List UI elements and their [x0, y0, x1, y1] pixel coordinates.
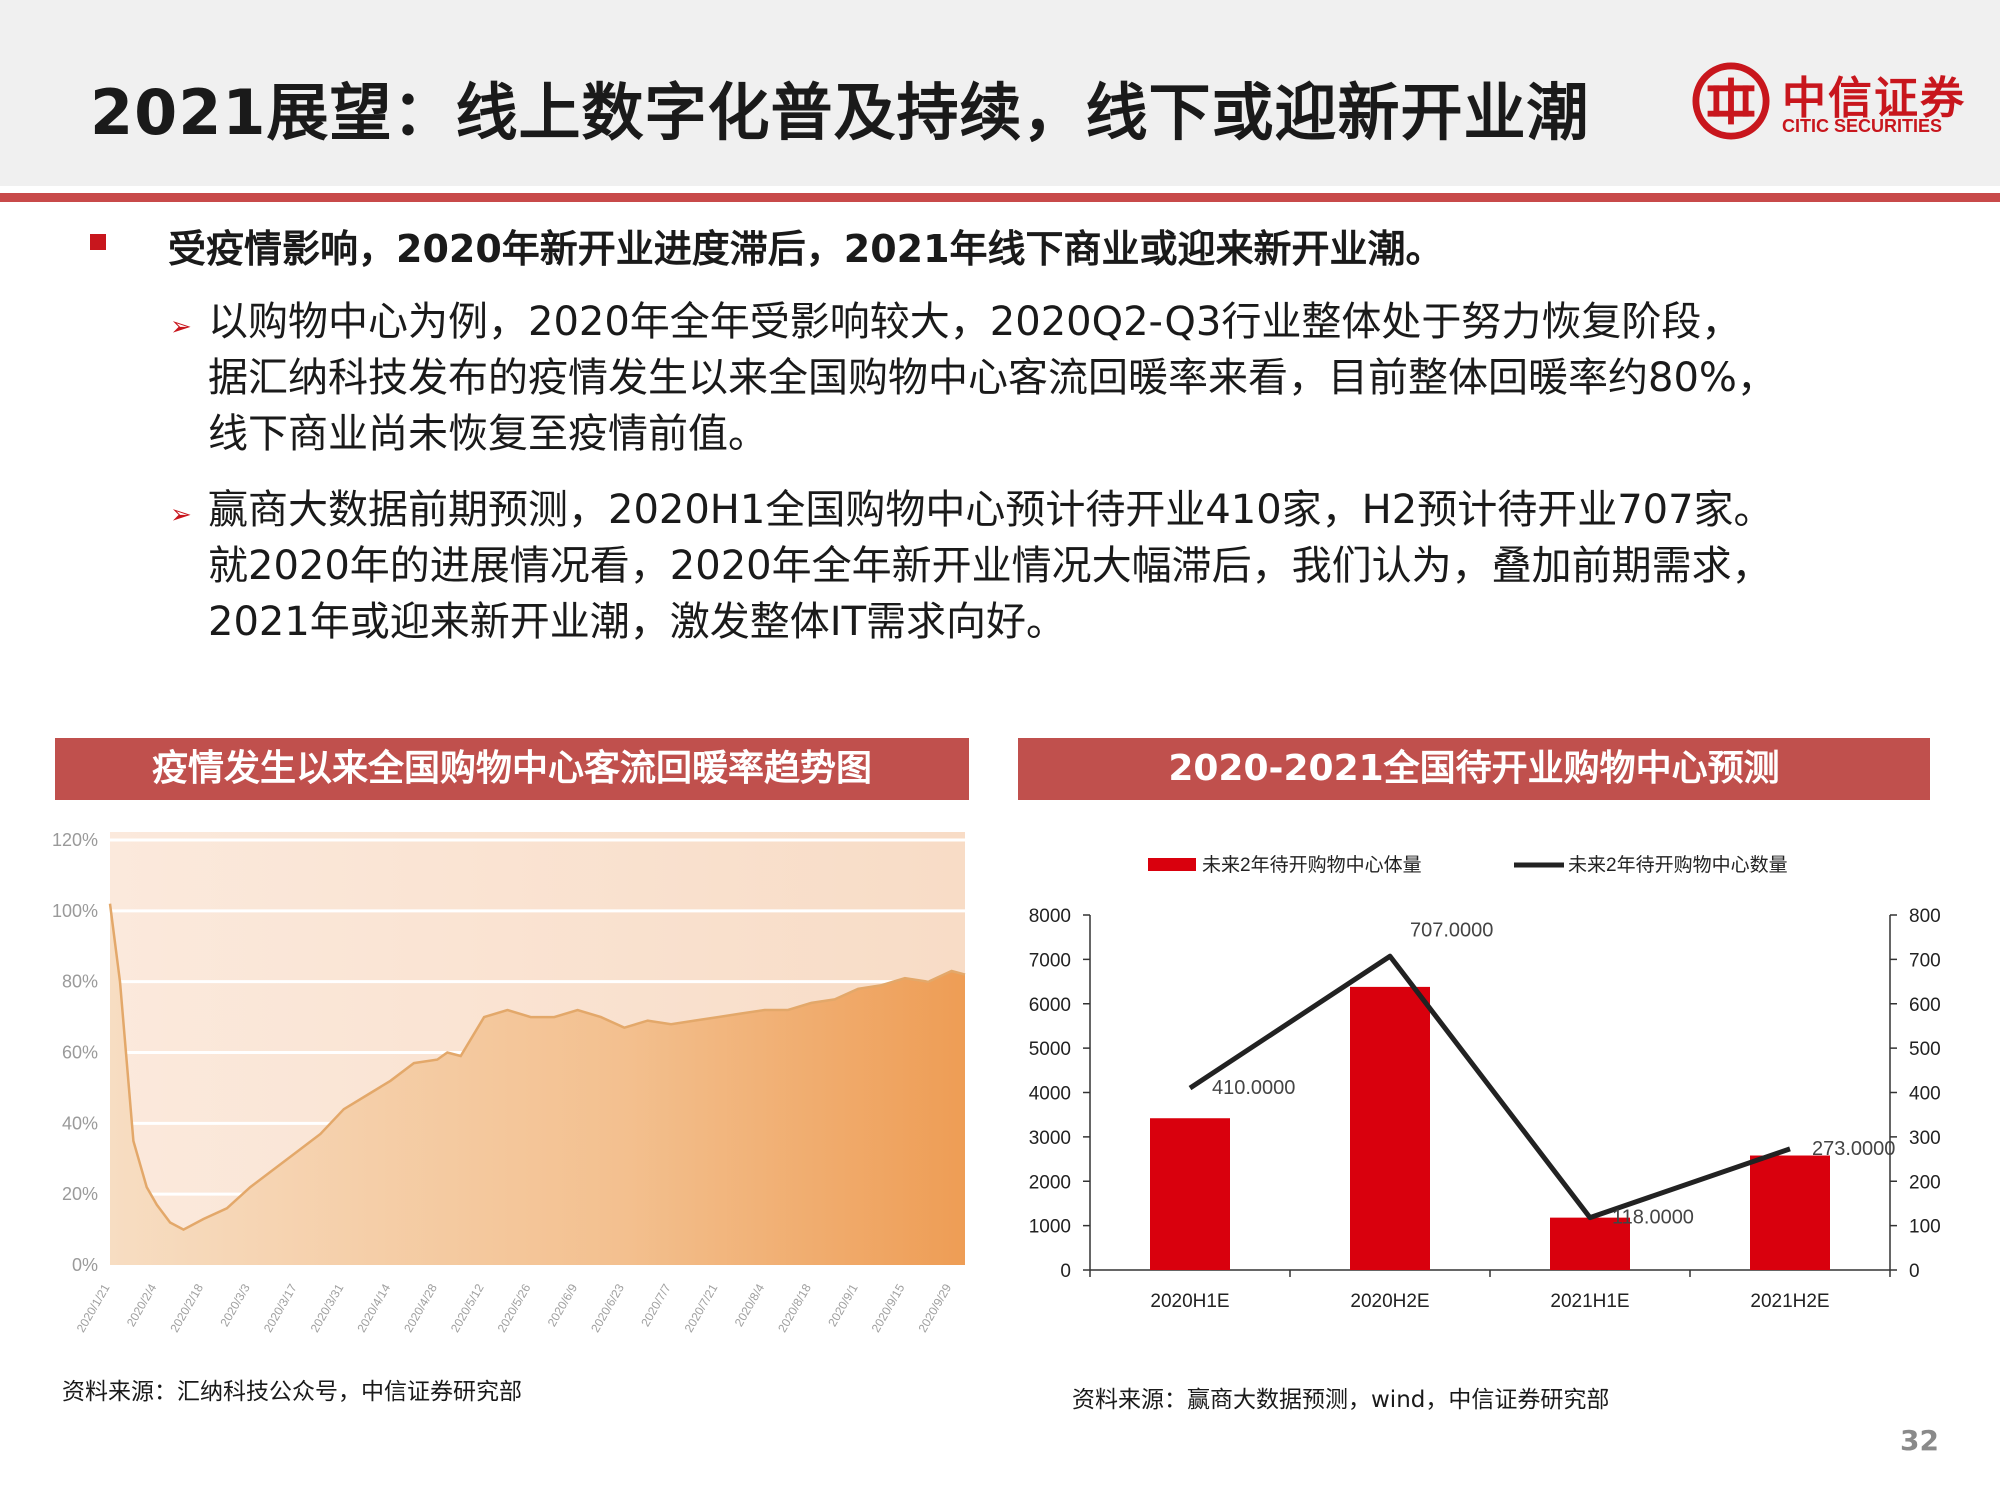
legend-bar-label: 未来2年待开购物中心体量 [1202, 854, 1422, 876]
y-left-tick-label: 0 [1060, 1261, 1071, 1282]
sub-bullet-2: 赢商大数据前期预测，2020H1全国购物中心预计待开业410家，H2预计待开业7… [208, 482, 1948, 650]
x-category-label: 2021H2E [1750, 1291, 1829, 1312]
count-line [1188, 953, 1791, 1221]
left-panel-title: 疫情发生以来全国购物中心客流回暖率趋势图 [55, 738, 969, 800]
square-bullet-icon [90, 234, 106, 250]
sub-bullet-1: 以购物中心为例，2020年全年受影响较大，2020Q2-Q3行业整体处于努力恢复… [208, 294, 1948, 462]
x-tick-label: 2020/4/14 [354, 1281, 393, 1335]
page-title: 2021展望：线上数字化普及持续，线下或迎新开业潮 [90, 76, 1590, 149]
x-tick-label: 2020/6/23 [588, 1281, 627, 1335]
x-tick-label: 2020/8/18 [775, 1281, 814, 1335]
x-tick-label: 2020/3/3 [217, 1281, 253, 1329]
x-tick-label: 2020/7/7 [638, 1281, 674, 1329]
sub-bullet-1-line-3: 线下商业尚未恢复至疫情前值。 [208, 411, 768, 457]
citic-logo-icon [1692, 62, 1770, 140]
legend-line-label: 未来2年待开购物中心数量 [1568, 854, 1788, 876]
sub-bullet-1-line-1: 以购物中心为例，2020年全年受影响较大，2020Q2-Q3行业整体处于努力恢复… [208, 299, 1742, 345]
sub-bullet-2-line-2: 就2020年的进展情况看，2020年全年新开业情况大幅滞后，我们认为，叠加前期需… [208, 543, 1772, 589]
y-left-tick-label: 7000 [1029, 950, 1071, 971]
data-label: 118.0000 [1612, 1207, 1694, 1229]
legend-bar-swatch [1148, 858, 1196, 871]
x-tick-label: 2020/9/15 [869, 1281, 908, 1335]
y-tick-label: 40% [62, 1113, 98, 1133]
y-right-tick-label: 200 [1909, 1172, 1941, 1193]
brand-logo: 中信证券 CITIC SECURITIES [1692, 58, 1964, 148]
y-left-tick-label: 8000 [1029, 906, 1071, 927]
y-right-tick-label: 700 [1909, 950, 1941, 971]
y-right-tick-label: 100 [1909, 1217, 1941, 1238]
left-source-note: 资料来源：汇纳科技公众号，中信证券研究部 [62, 1379, 522, 1405]
sub-bullet-1-line-2: 据汇纳科技发布的疫情发生以来全国购物中心客流回暖率来看，目前整体回暖率约80%， [208, 355, 1777, 401]
header-divider [0, 193, 2000, 202]
bar-2021H2E [1750, 1155, 1830, 1270]
arrow-bullet-icon: ➢ [170, 312, 192, 342]
sub-bullet-2-line-1: 赢商大数据前期预测，2020H1全国购物中心预计待开业410家，H2预计待开业7… [208, 487, 1774, 533]
y-right-tick-label: 800 [1909, 906, 1941, 927]
x-tick-label: 2020/7/21 [682, 1281, 721, 1335]
y-tick-label: 100% [52, 901, 98, 921]
y-left-tick-label: 3000 [1029, 1128, 1071, 1149]
y-right-tick-label: 500 [1909, 1039, 1941, 1060]
page-number: 32 [1900, 1424, 1939, 1457]
x-tick-label: 2020/2/4 [124, 1281, 160, 1329]
y-right-tick-label: 400 [1909, 1084, 1941, 1105]
x-tick-label: 2020/1/21 [74, 1281, 113, 1335]
lead-statement: 受疫情影响，2020年新开业进度滞后，2021年线下商业或迎来新开业潮。 [168, 227, 1444, 271]
x-tick-label: 2020/5/26 [495, 1281, 534, 1335]
x-tick-label: 2020/6/9 [545, 1281, 581, 1329]
footfall-recovery-area-chart: 0%20%40%60%80%100%120%2020/1/21 2020/2/4 2… [52, 830, 966, 1335]
y-left-tick-label: 6000 [1029, 995, 1071, 1016]
logo-chinese-name: 中信证券 [1782, 73, 1966, 124]
x-tick-label: 2020/5/12 [448, 1281, 487, 1335]
header-band [0, 0, 2000, 186]
bar-2020H1E [1150, 1118, 1230, 1270]
y-tick-label: 120% [52, 830, 98, 850]
arrow-bullet-icon: ➢ [170, 500, 192, 530]
x-tick-label: 2020/3/31 [308, 1281, 347, 1335]
recovery-line [108, 903, 966, 1232]
data-label: 410.0000 [1212, 1077, 1295, 1099]
x-tick-label: 2020/3/17 [261, 1281, 300, 1335]
y-right-tick-label: 300 [1909, 1128, 1941, 1149]
x-category-label: 2020H1E [1150, 1291, 1229, 1312]
y-tick-label: 60% [62, 1043, 98, 1063]
x-category-label: 2020H2E [1350, 1291, 1429, 1312]
recovery-area [110, 903, 965, 1265]
data-label: 273.0000 [1812, 1138, 1895, 1160]
bar-2020H2E [1350, 986, 1430, 1270]
y-tick-label: 0% [72, 1255, 98, 1275]
x-tick-label: 2020/2/18 [167, 1281, 206, 1335]
x-category-label: 2021H1E [1550, 1291, 1629, 1312]
sub-bullet-2-line-3: 2021年或迎来新开业潮，激发整体IT需求向好。 [208, 599, 1067, 645]
y-tick-label: 20% [62, 1184, 98, 1204]
right-panel-title: 2020-2021全国待开业购物中心预测 [1018, 738, 1930, 800]
y-left-tick-label: 5000 [1029, 1039, 1071, 1060]
logo-english-name: CITIC SECURITIES [1782, 116, 1943, 136]
bar-2021H1E [1550, 1217, 1630, 1270]
pending-malls-combo-chart: 未来2年待开购物中心体量 未来2年待开购物中心数量0100020003000400… [1029, 854, 1941, 1312]
y-right-tick-label: 0 [1909, 1261, 1920, 1282]
y-left-tick-label: 4000 [1029, 1084, 1071, 1105]
y-right-tick-label: 600 [1909, 995, 1941, 1016]
x-tick-label: 2020/4/28 [401, 1281, 440, 1335]
y-tick-label: 80% [62, 972, 98, 992]
x-tick-label: 2020/8/4 [732, 1281, 768, 1329]
right-source-note: 资料来源：赢商大数据预测，wind，中信证券研究部 [1072, 1387, 1610, 1413]
y-left-tick-label: 2000 [1029, 1172, 1071, 1193]
data-label: 707.0000 [1410, 919, 1493, 941]
x-tick-label: 2020/9/29 [915, 1281, 954, 1335]
x-tick-label: 2020/9/1 [825, 1281, 861, 1329]
y-left-tick-label: 1000 [1029, 1217, 1071, 1238]
